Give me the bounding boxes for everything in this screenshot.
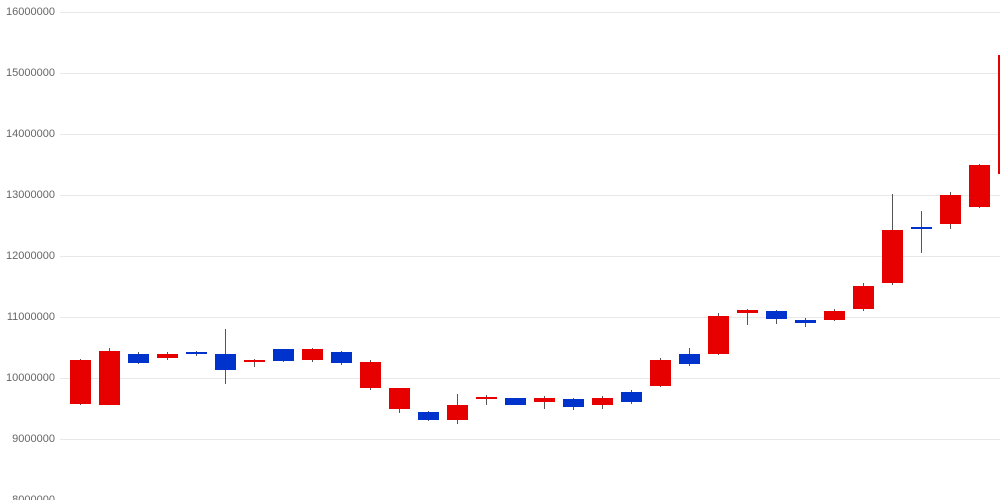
candle-body xyxy=(476,397,497,399)
y-axis-label: 14000000 xyxy=(6,128,55,140)
candle-body xyxy=(157,354,178,358)
candle-body xyxy=(853,286,874,309)
candle-body xyxy=(389,388,410,408)
candle-body xyxy=(70,360,91,404)
candle-body xyxy=(621,392,642,402)
y-axis-label: 16000000 xyxy=(6,6,55,18)
gridline xyxy=(60,256,1000,257)
candle-body xyxy=(882,230,903,283)
candle-body xyxy=(708,316,729,354)
gridline xyxy=(60,134,1000,135)
gridline xyxy=(60,195,1000,196)
candle-body xyxy=(911,227,932,229)
candlestick-chart: 8000000 9000000 10000000 11000000 12000000 13… xyxy=(0,0,1000,500)
candle-body xyxy=(534,398,555,402)
gridline xyxy=(60,12,1000,13)
candle-body xyxy=(128,354,149,363)
candle-body xyxy=(505,398,526,405)
candle-body xyxy=(273,349,294,361)
candle-body xyxy=(969,165,990,206)
gridline xyxy=(60,73,1000,74)
y-axis-label: 8000000 xyxy=(12,494,55,500)
candle-body xyxy=(447,405,468,420)
y-axis-label: 9000000 xyxy=(12,433,55,445)
candle-body xyxy=(737,310,758,313)
candle-body xyxy=(650,360,671,386)
candle-body xyxy=(592,398,613,405)
candle-body xyxy=(824,311,845,320)
candle-body xyxy=(563,399,584,407)
candle-body xyxy=(766,311,787,319)
gridline xyxy=(60,317,1000,318)
candle-body xyxy=(679,354,700,364)
candle-body xyxy=(244,360,265,362)
candle-wick xyxy=(921,211,922,253)
candle-body xyxy=(331,352,352,363)
candle-body xyxy=(940,195,961,224)
candle-body xyxy=(795,320,816,324)
candle-body xyxy=(418,412,439,420)
y-axis-label: 13000000 xyxy=(6,189,55,201)
gridline xyxy=(60,439,1000,440)
y-axis-label: 11000000 xyxy=(7,311,55,323)
y-axis-label: 15000000 xyxy=(6,67,55,79)
y-axis-label: 12000000 xyxy=(6,250,55,262)
candle-body xyxy=(215,354,236,370)
y-axis-label: 10000000 xyxy=(6,372,55,384)
gridline xyxy=(60,378,1000,379)
candle-body xyxy=(360,362,381,388)
candle-body xyxy=(186,352,207,354)
candle-body xyxy=(99,351,120,405)
candle-body xyxy=(302,349,323,360)
